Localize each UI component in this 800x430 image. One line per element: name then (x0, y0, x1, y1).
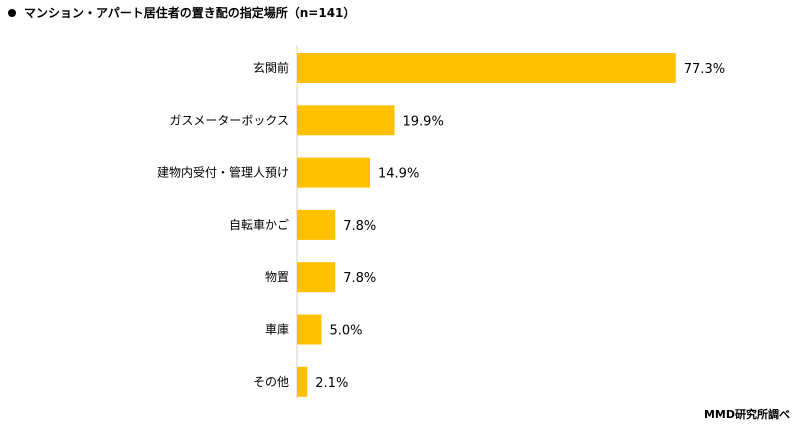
data-label: 7.8% (343, 219, 376, 234)
category-label: 車庫 (265, 323, 289, 337)
bar (297, 157, 371, 188)
data-label: 2.1% (315, 376, 348, 391)
category-label: 建物内受付・管理人預け (157, 165, 289, 180)
chart-title: マンション・アパート居住者の置き配の指定場所（n=141） (24, 6, 356, 20)
data-label: 19.9% (403, 114, 444, 129)
bar (297, 366, 308, 397)
data-label: 7.8% (343, 271, 376, 286)
data-label: 5.0% (330, 324, 363, 339)
bar (297, 53, 676, 83)
bar (297, 209, 336, 240)
category-label: 物置 (265, 270, 289, 284)
category-label: 自転車かご (229, 217, 289, 232)
bar (297, 105, 395, 136)
bullet-icon (8, 8, 16, 17)
category-label: 玄関前 (253, 60, 289, 75)
data-label: 77.3% (684, 62, 725, 77)
data-label: 14.9% (378, 167, 419, 182)
bar (297, 262, 336, 293)
bar (297, 314, 322, 345)
source-credit: MMD研究所調べ (703, 408, 790, 421)
category-label: その他 (253, 375, 289, 389)
chart-title-row: マンション・アパート居住者の置き配の指定場所（n=141） (8, 4, 355, 21)
category-label: ガスメーターボックス (169, 113, 289, 127)
